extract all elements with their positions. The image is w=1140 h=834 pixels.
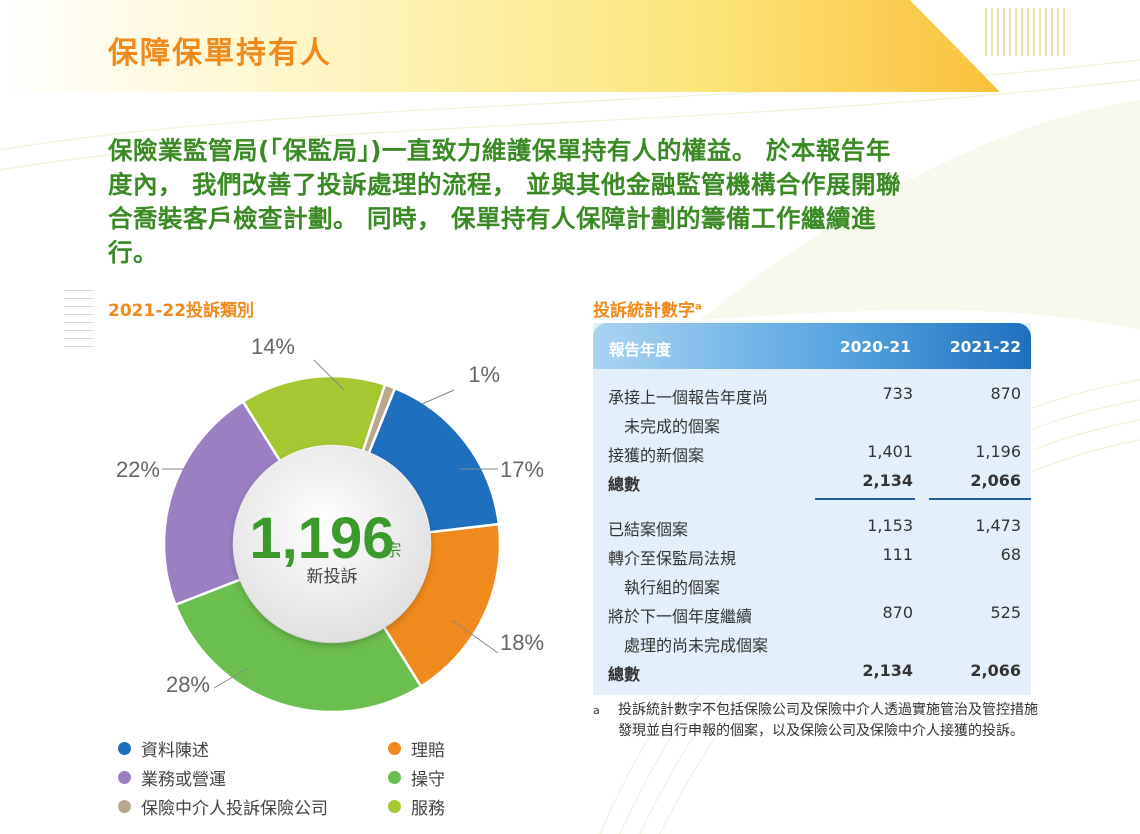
legend-item: 操守: [388, 763, 445, 792]
center-label: 新投訴: [307, 567, 358, 587]
legend-item: 理賠: [388, 734, 445, 763]
legend-dot-icon: [388, 771, 401, 784]
slice-percent-label: 22%: [116, 457, 160, 482]
legend-label: 保險中介人投訴保險公司: [141, 799, 328, 819]
stats-title: 投訴統計數字a: [593, 296, 702, 321]
row-value-2020-21: 2,134: [862, 471, 913, 490]
row-value-2020-21: 1,153: [867, 516, 913, 535]
row-label: 處理的尚未完成個案: [608, 636, 769, 655]
legend-right: 理賠 操守 服務: [388, 734, 445, 821]
legend-dot-icon: [388, 800, 401, 813]
decorative-lines: [64, 290, 94, 348]
row-label: 轉介至保監局法規: [608, 549, 737, 568]
header-stripes: [985, 8, 1065, 56]
leader-line: [421, 389, 455, 405]
legend-item: 業務或營運: [118, 763, 328, 792]
chart-title: 2021-22投訴類別: [108, 301, 255, 321]
intro-line: 行。: [108, 238, 158, 267]
stats-table: 報告年度 2020-21 2021-22 承接上一個報告年度尚 733 870 …: [593, 323, 1031, 695]
row-label: 接獲的新個案: [608, 446, 705, 465]
footnote-mark: a: [593, 704, 600, 717]
header-cell-2021-22: 2021-22: [949, 338, 1021, 356]
legend-label: 業務或營運: [141, 770, 226, 790]
center-value: 1,196: [249, 506, 394, 571]
intro-line: 度內， 我們改善了投訴處理的流程， 並與其他金融監管機構合作展開聯: [108, 170, 902, 199]
total-rule: [815, 498, 915, 500]
legend-item: 資料陳述: [118, 734, 328, 763]
legend-label: 理賠: [411, 741, 445, 761]
slice-percent-label: 18%: [500, 630, 544, 655]
row-value-2021-22: 2,066: [970, 661, 1021, 680]
row-label: 執行組的個案: [608, 578, 721, 597]
row-label: 將於下一個年度繼續: [608, 607, 753, 626]
row-label: 已結案個案: [608, 520, 689, 539]
legend-item: 保險中介人投訴保險公司: [118, 792, 328, 821]
intro-line: 合喬裝客戶檢查計劃。 同時， 保單持有人保障計劃的籌備工作繼續進: [108, 204, 877, 233]
legend-left: 資料陳述 業務或營運 保險中介人投訴保險公司: [118, 734, 328, 821]
legend-label: 操守: [411, 770, 445, 790]
header-band: [0, 0, 1000, 92]
slice-percent-label: 1%: [468, 362, 500, 387]
leader-line: [213, 667, 249, 689]
legend-dot-icon: [388, 742, 401, 755]
row-value-2021-22: 525: [990, 603, 1021, 622]
row-value-2021-22: 1,196: [975, 442, 1021, 461]
row-value-2021-22: 870: [990, 384, 1021, 403]
row-value-2020-21: 870: [882, 603, 913, 622]
legend-dot-icon: [118, 742, 131, 755]
slice-percent-label: 28%: [166, 672, 210, 697]
legend-item: 服務: [388, 792, 445, 821]
row-value-2021-22: 2,066: [970, 471, 1021, 490]
row-label: 承接上一個報告年度尚: [608, 388, 769, 407]
donut-chart: 1,196 宗 新投訴 17% 18% 28% 22% 14% 1%: [116, 334, 544, 714]
row-label: 未完成的個案: [608, 417, 721, 436]
slice-percent-label: 14%: [251, 334, 295, 359]
donut-center: [234, 446, 430, 642]
row-value-2020-21: 111: [882, 545, 913, 564]
row-label: 總數: [608, 475, 641, 494]
intro-line: 保險業監管局(「保監局」)一直致力維護保單持有人的權益。 於本報告年: [108, 136, 891, 165]
footnote-text: 投訴統計數字不包括保險公司及保險中介人透過實施管治及管控措施發現並自行申報的個案…: [618, 702, 1038, 739]
header-cell-period: 報告年度: [609, 341, 672, 359]
intro-paragraph: 保險業監管局(「保監局」)一直致力維護保單持有人的權益。 於本報告年 度內， 我…: [108, 134, 1038, 270]
row-value-2020-21: 1,401: [867, 442, 913, 461]
row-value-2020-21: 733: [882, 384, 913, 403]
stats-title-text: 投訴統計數字: [593, 301, 695, 321]
row-label: 總數: [608, 665, 641, 684]
legend-dot-icon: [118, 771, 131, 784]
legend-label: 資料陳述: [141, 741, 209, 761]
center-unit: 宗: [385, 541, 402, 561]
row-value-2021-22: 68: [1000, 545, 1021, 564]
header-cell-2020-21: 2020-21: [839, 338, 911, 356]
legend-dot-icon: [118, 800, 131, 813]
stats-title-mark: a: [695, 301, 702, 313]
leader-line: [451, 619, 499, 654]
row-value-2020-21: 2,134: [862, 661, 913, 680]
table-header: 報告年度 2020-21 2021-22: [593, 323, 1031, 369]
slice-percent-label: 17%: [500, 457, 544, 482]
row-value-2021-22: 1,473: [975, 516, 1021, 535]
legend-label: 服務: [411, 799, 445, 819]
total-rule: [929, 498, 1031, 500]
page-title: 保障保單持有人: [108, 36, 332, 71]
leader-line: [313, 359, 345, 391]
